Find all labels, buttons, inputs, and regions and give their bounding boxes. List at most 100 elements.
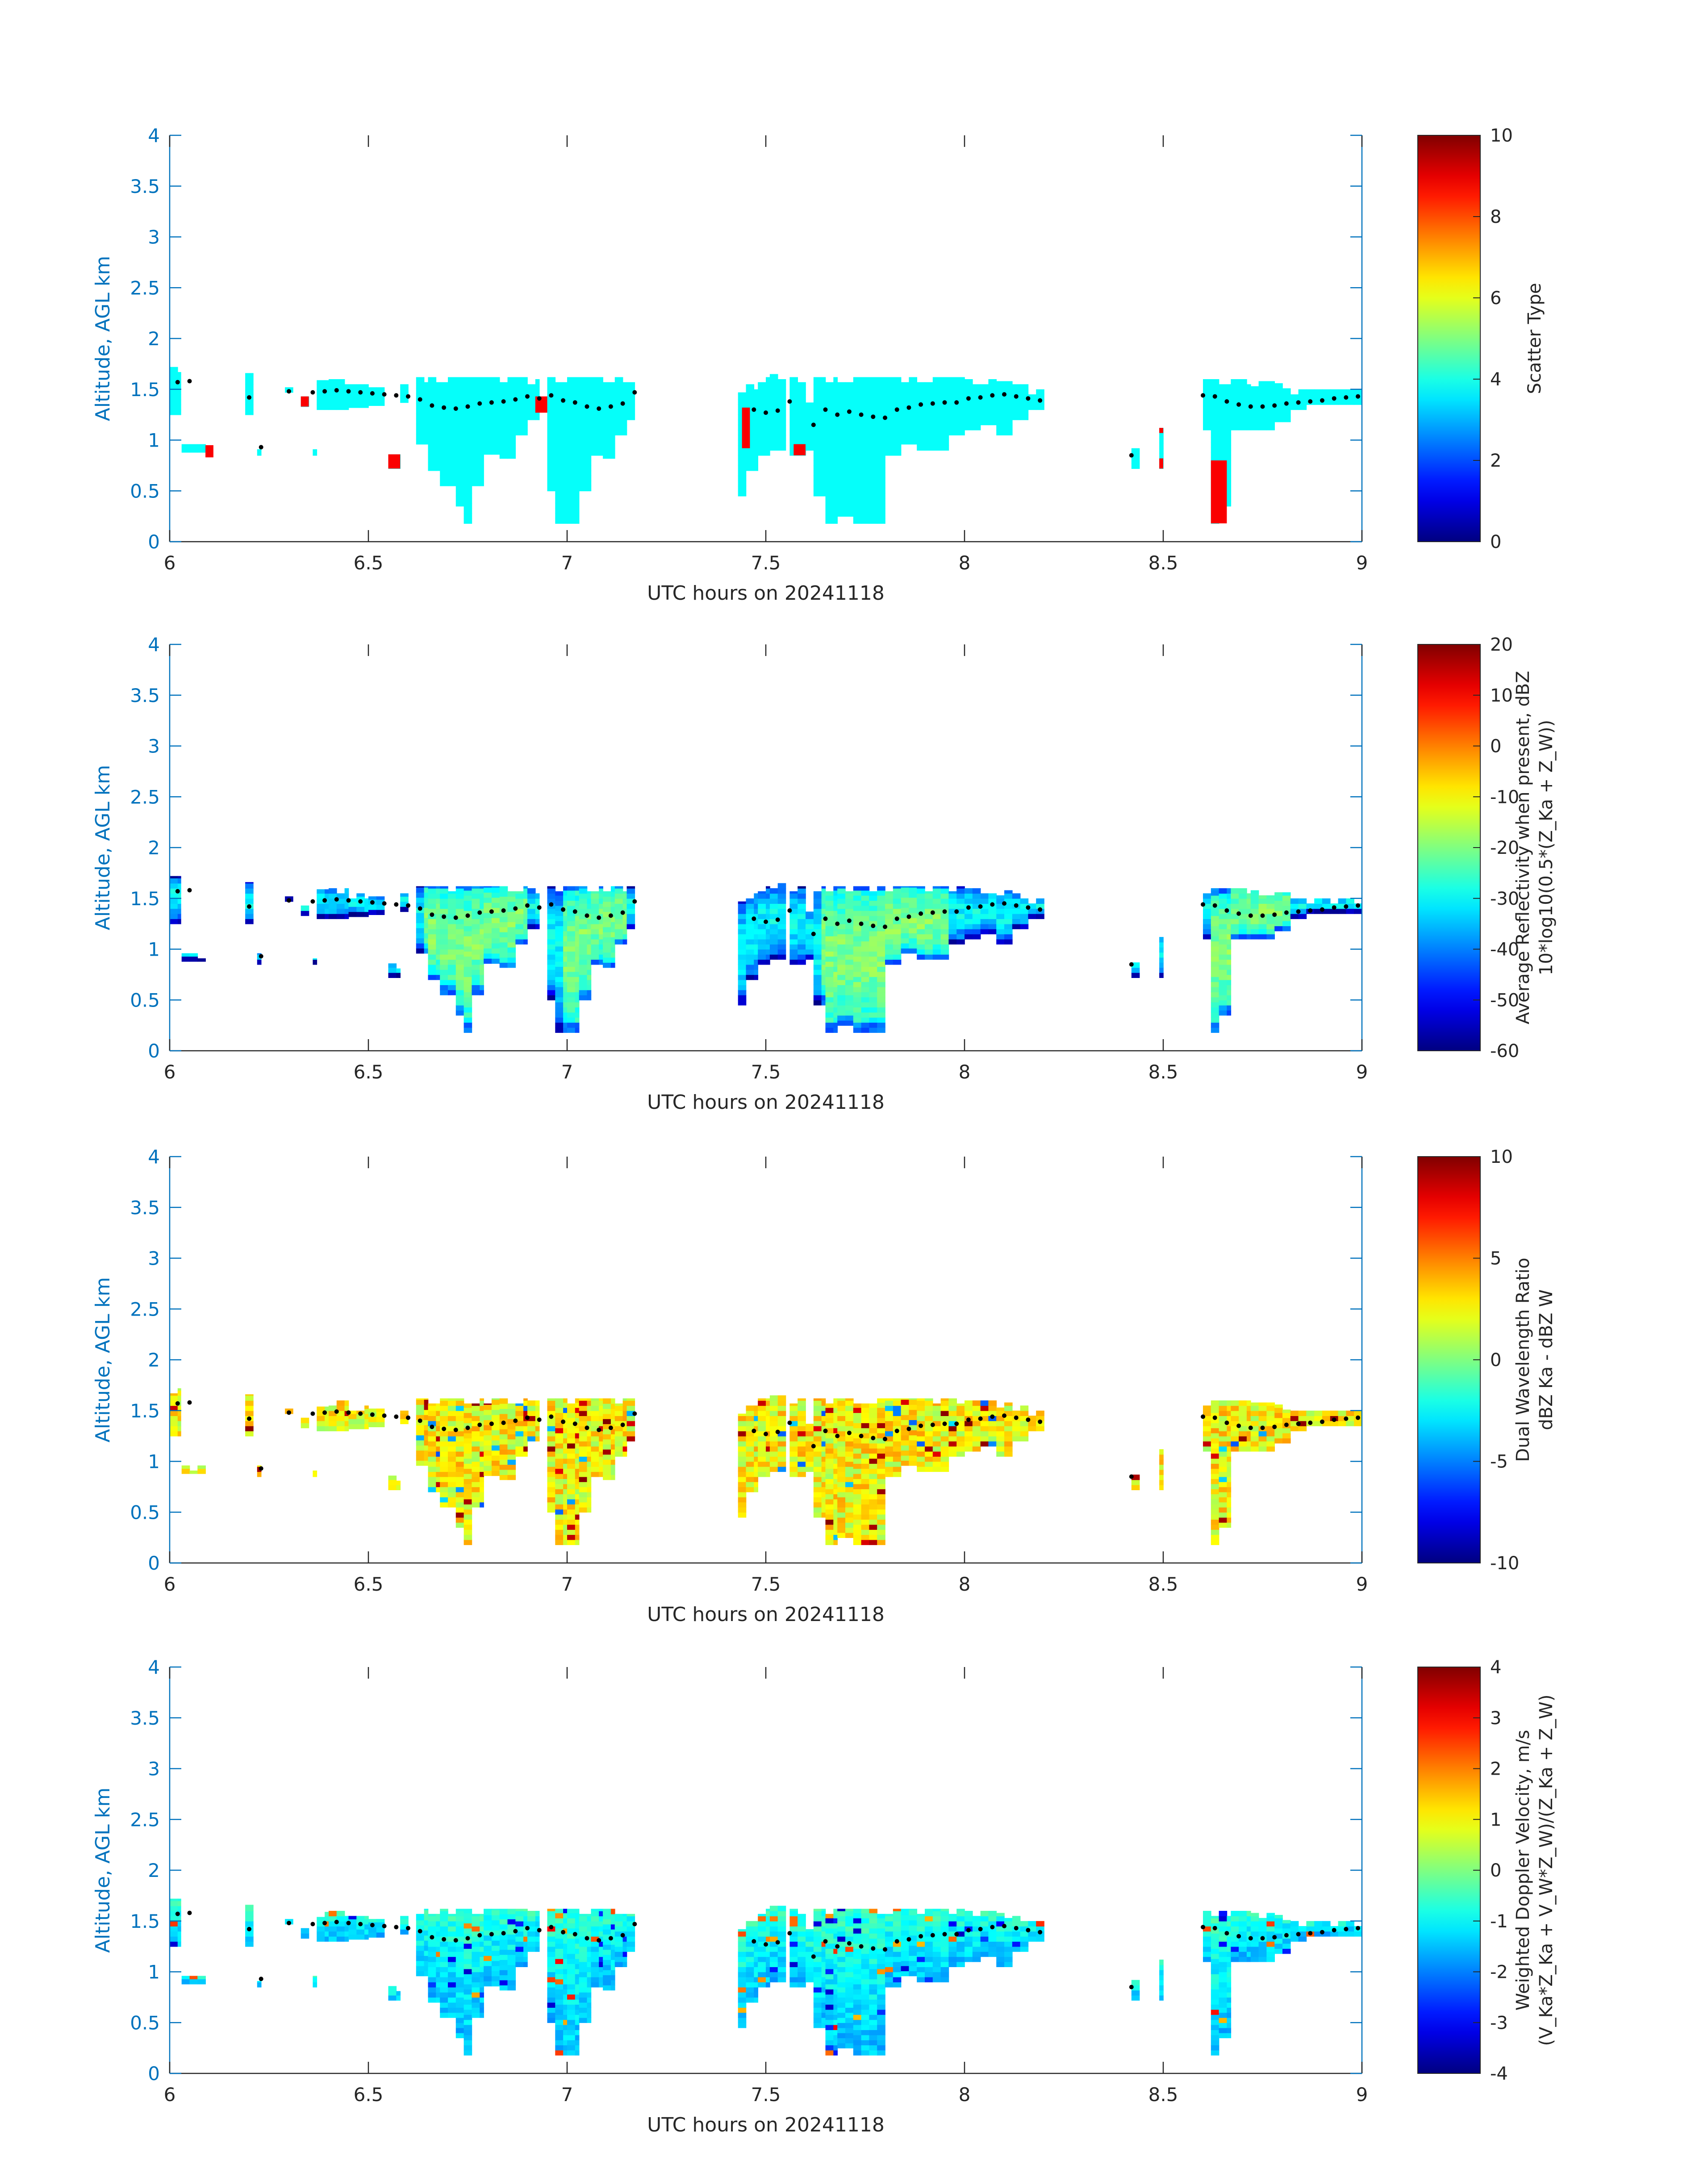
heatmap-cell: [754, 1410, 758, 1416]
heatmap-cell: [917, 1410, 925, 1416]
heatmap-cell: [940, 430, 949, 435]
heatmap-cell: [754, 389, 758, 395]
heatmap-cell: [622, 893, 627, 899]
heatmap-cell: [1004, 381, 1013, 385]
heatmap-cell: [555, 498, 564, 504]
heatmap-cell: [825, 411, 834, 417]
heatmap-cell: [555, 447, 564, 453]
heatmap-cell: [424, 418, 429, 424]
heatmap-cell: [527, 1410, 536, 1416]
heatmap-cell: [587, 959, 592, 965]
heatmap-cell: [567, 1428, 576, 1433]
heatmap-cell: [436, 440, 440, 446]
heatmap-cell: [1227, 1512, 1232, 1518]
heatmap-cell: [825, 437, 834, 443]
heatmap-cell: [610, 397, 615, 403]
heatmap-cell: [448, 476, 456, 481]
heatmap-cell: [480, 944, 484, 950]
heatmap-cell: [1012, 414, 1021, 420]
heatmap-cell: [455, 923, 464, 929]
heatmap-cell: [1211, 1443, 1219, 1449]
heatmap-cell: [575, 1012, 580, 1018]
heatmap-cell: [507, 901, 516, 907]
heatmap-cell: [885, 1421, 894, 1426]
heatmap-cell: [547, 974, 556, 980]
heatmap-cell: [480, 1398, 484, 1401]
heatmap-cell: [932, 923, 941, 929]
heatmap-cell: [861, 1499, 870, 1504]
heatmap-cell: [853, 941, 862, 947]
heatmap-cell: [1266, 1441, 1275, 1447]
heatmap-cell: [436, 409, 440, 415]
heatmap-cell: [861, 437, 870, 443]
heatmap-cell: [1203, 919, 1211, 924]
heatmap-cell: [1159, 967, 1164, 973]
heatmap-cell: [587, 470, 592, 476]
heatmap-cell: [424, 424, 429, 430]
heatmap-cell: [428, 1466, 437, 1472]
heatmap-cell: [1219, 1456, 1228, 1462]
heatmap-cell: [575, 951, 580, 957]
heatmap-cell: [484, 897, 492, 903]
heatmap-cell: [448, 898, 456, 904]
heatmap-cell: [436, 1451, 440, 1457]
heatmap-cell: [440, 903, 448, 909]
heatmap-cell: [567, 1017, 576, 1023]
heatmap-cell: [869, 396, 877, 402]
heatmap-cell: [567, 997, 576, 1003]
heatmap-cell: [440, 481, 448, 486]
heatmap-cell: [472, 919, 480, 924]
heatmap-cell: [877, 941, 885, 947]
heatmap-cell: [622, 1416, 627, 1421]
heatmap-cell: [746, 1410, 755, 1416]
heatmap-cell: [1227, 1471, 1232, 1477]
heatmap-cell: [1004, 1441, 1013, 1447]
cloud-base-dot: [1248, 404, 1253, 409]
heatmap-cell: [464, 498, 472, 504]
heatmap-cell: [813, 430, 822, 435]
heatmap-cell: [853, 1483, 862, 1489]
heatmap-cell: [909, 1430, 917, 1436]
heatmap-cell: [972, 384, 981, 390]
heatmap-cell: [825, 426, 834, 433]
heatmap-cell: [575, 472, 580, 478]
heatmap-cell: [599, 1416, 603, 1421]
heatmap-cell: [877, 1539, 885, 1545]
heatmap-cell: [464, 1007, 472, 1013]
heatmap-cell: [523, 430, 528, 435]
heatmap-cell: [1219, 949, 1228, 955]
heatmap-cell: [845, 1405, 854, 1411]
heatmap-cell: [861, 1539, 870, 1545]
heatmap-cell: [948, 919, 957, 924]
cloud-base-dot: [513, 397, 518, 402]
heatmap-cell: [746, 1441, 755, 1447]
x-tick-label: 7.5: [751, 1061, 781, 1083]
heatmap-cell: [798, 888, 806, 894]
heatmap-cell: [754, 919, 758, 924]
cloud-base-dot: [394, 393, 399, 398]
heatmap-cell: [777, 1425, 786, 1432]
heatmap-cell: [980, 908, 989, 914]
heatmap-cell: [925, 1456, 933, 1462]
heatmap-cell: [877, 1002, 885, 1007]
heatmap-cell: [885, 440, 894, 446]
heatmap-cell: [813, 1000, 822, 1006]
heatmap-cell: [416, 933, 425, 939]
heatmap-cell: [980, 913, 989, 919]
heatmap-cell: [861, 936, 870, 942]
heatmap-cell: [484, 1445, 492, 1451]
heatmap-cell: [885, 409, 894, 415]
heatmap-cell: [948, 939, 957, 944]
cloud-base-dot: [1002, 901, 1006, 906]
heatmap-cell: [603, 387, 611, 393]
heatmap-cell: [1004, 404, 1013, 410]
heatmap-cell: [563, 503, 568, 509]
heatmap-cell: [1219, 954, 1228, 960]
heatmap-cell: [833, 1468, 838, 1474]
cloud-base-dot: [585, 913, 589, 918]
heatmap-cell: [455, 445, 464, 451]
heatmap-cell: [464, 462, 472, 468]
heatmap-cell: [480, 377, 484, 380]
heatmap-cell: [455, 470, 464, 476]
heatmap-cell: [845, 1421, 854, 1426]
